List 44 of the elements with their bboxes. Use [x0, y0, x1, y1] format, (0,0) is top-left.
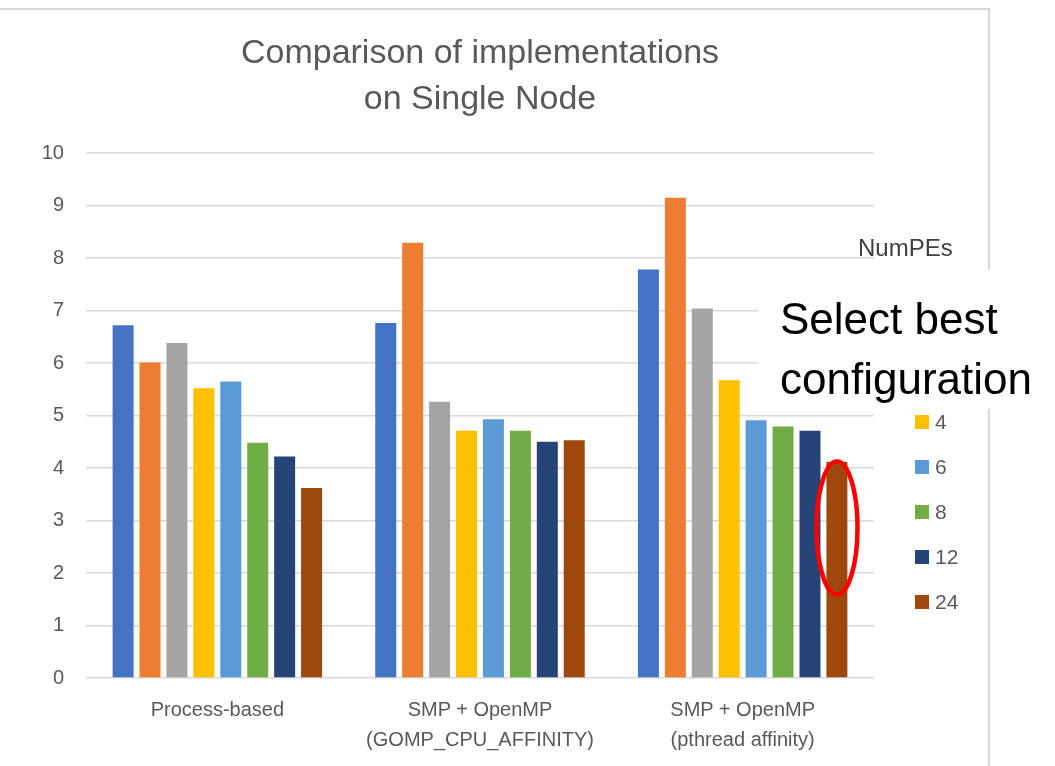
x-tick-label: Process-based	[150, 697, 285, 720]
y-tick-label: 1	[52, 613, 64, 636]
bar	[456, 430, 478, 678]
chart-title: Comparison of implementations on Single Node	[239, 31, 721, 118]
legend-label: 24	[935, 590, 959, 614]
y-tick-label: 2	[52, 560, 64, 583]
bar	[220, 381, 242, 678]
bar	[745, 420, 767, 678]
bar	[166, 343, 188, 678]
y-tick-label: 8	[52, 245, 64, 268]
bar	[375, 323, 397, 678]
y-tick-label: 6	[52, 350, 64, 373]
bar	[193, 388, 215, 678]
bar	[112, 325, 134, 678]
legend-label: 4	[935, 410, 947, 434]
y-tick-label: 10	[41, 140, 64, 163]
annotation: Select best configuration	[758, 270, 1042, 409]
y-tick-label: 9	[52, 193, 64, 216]
bar	[563, 440, 585, 678]
legend-label: 12	[935, 545, 959, 569]
bar	[274, 456, 296, 678]
bar	[637, 269, 659, 678]
x-tick-label: SMP + OpenMP (GOMP_CPU_AFFINITY)	[366, 697, 594, 751]
bar	[301, 487, 323, 678]
legend-label: 6	[935, 455, 947, 479]
y-tick-label: 4	[52, 455, 64, 478]
y-tick-label: 5	[52, 403, 64, 426]
bar	[139, 362, 161, 678]
bar	[536, 441, 558, 678]
x-tick-label: SMP + OpenMP (pthread affinity)	[670, 697, 816, 750]
y-tick-label: 3	[52, 508, 64, 531]
bar	[247, 442, 269, 678]
bar	[509, 430, 531, 678]
bar	[718, 380, 740, 678]
y-tick-label: 0	[52, 665, 64, 688]
legend-title: NumPEs	[858, 233, 953, 263]
bar	[772, 426, 794, 678]
legend-label: 8	[935, 500, 947, 524]
bar	[402, 242, 424, 678]
bar	[691, 308, 713, 678]
bar	[429, 401, 451, 678]
y-tick-label: 7	[52, 298, 64, 321]
bar	[664, 197, 686, 678]
bar	[482, 419, 504, 678]
